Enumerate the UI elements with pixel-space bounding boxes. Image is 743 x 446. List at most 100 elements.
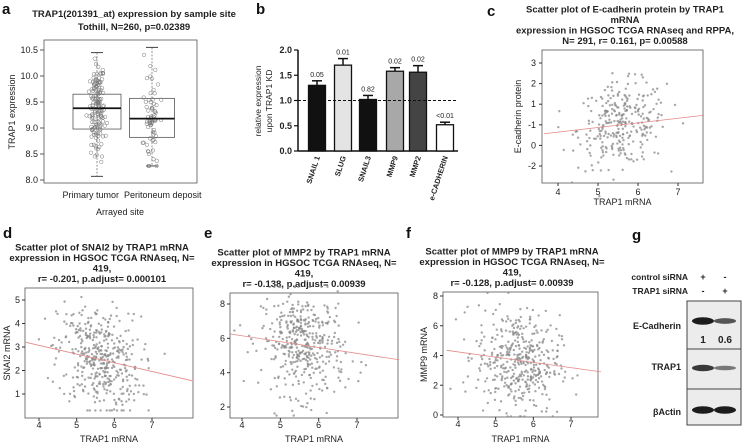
scatter-point	[598, 114, 601, 117]
scatter-point	[496, 355, 499, 358]
scatter-point	[519, 357, 522, 361]
panel-d-plot-frame	[24, 287, 194, 419]
ytick-label: 2	[433, 380, 438, 390]
xtick-label: 7	[149, 420, 154, 430]
scatter-point	[110, 358, 114, 361]
scatter-point	[288, 335, 291, 339]
scatter-point	[481, 409, 485, 412]
scatter-point	[281, 302, 285, 306]
scatter-point	[82, 352, 85, 356]
scatter-point	[630, 112, 634, 116]
scatter-point	[99, 366, 102, 370]
scatter-point	[599, 95, 603, 99]
scatter-point	[493, 374, 497, 377]
scatter-point	[106, 342, 110, 345]
scatter-point	[120, 400, 123, 403]
jitter-point	[99, 159, 104, 164]
scatter-point	[529, 379, 532, 382]
scatter-point	[117, 374, 120, 377]
scatter-point	[533, 348, 536, 352]
scatter-point	[556, 343, 560, 347]
scatter-point	[504, 377, 507, 380]
scatter-point	[265, 312, 268, 316]
scatter-point	[601, 145, 604, 148]
scatter-point	[121, 385, 124, 389]
panel-f-title-line3: r= -0.128, p.adjust= 0.00939	[450, 278, 573, 289]
scatter-point	[118, 368, 122, 371]
scatter-point	[113, 398, 116, 402]
jitter-point	[100, 70, 105, 75]
jitter-point	[149, 120, 154, 125]
scatter-point	[268, 285, 271, 289]
scatter-point	[606, 136, 609, 139]
xtick-label: 7	[568, 419, 573, 429]
scatter-point	[528, 398, 532, 402]
xtick-label: 7	[354, 420, 359, 430]
scatter-point	[264, 347, 267, 351]
scatter-point	[519, 397, 523, 400]
scatter-point	[493, 366, 496, 370]
scatter-point	[290, 362, 293, 366]
scatter-point	[76, 376, 80, 379]
scatter-point	[604, 130, 607, 133]
scatter-point	[261, 326, 264, 330]
scatter-point	[110, 339, 114, 342]
scatter-point	[502, 363, 505, 366]
scatter-point	[106, 371, 109, 374]
scatter-point	[81, 388, 85, 392]
scatter-point	[536, 373, 540, 377]
jitter-point	[91, 101, 96, 106]
scatter-point	[591, 168, 594, 172]
scatter-point	[315, 357, 318, 361]
scatter-point	[126, 347, 130, 351]
scatter-point	[302, 333, 306, 336]
scatter-point	[514, 319, 518, 322]
jitter-point	[91, 75, 96, 80]
scatter-point	[78, 322, 81, 325]
scatter-point	[130, 352, 134, 356]
scatter-point	[611, 142, 615, 146]
scatter-point	[88, 328, 92, 331]
scatter-point	[325, 411, 328, 415]
scatter-point	[522, 340, 526, 344]
scatter-point	[562, 148, 565, 152]
scatter-point	[643, 128, 646, 131]
scatter-point	[318, 326, 321, 329]
panel-b-barchart: 0.0 0.5 1.0 1.5 2.0 0.05 SNAIL 1 0.01 SLUG 0.82 SN…	[253, 45, 458, 202]
scatter-point	[519, 360, 522, 364]
scatter-point	[539, 358, 542, 362]
scatter-point	[463, 311, 466, 314]
scatter-point	[557, 334, 561, 337]
scatter-point	[308, 325, 312, 328]
scatter-point	[598, 195, 601, 198]
scatter-point	[586, 147, 589, 151]
scatter-point	[626, 82, 630, 86]
scatter-point	[570, 181, 574, 184]
scatter-point	[306, 309, 309, 312]
scatter-point	[134, 384, 137, 387]
scatter-point	[546, 365, 549, 368]
scatter-point	[76, 324, 79, 328]
scatter-point	[517, 378, 521, 381]
scatter-point	[544, 309, 547, 313]
scatter-point	[118, 341, 121, 344]
scatter-point	[124, 352, 128, 355]
scatter-point	[657, 112, 660, 116]
scatter-point	[624, 125, 627, 128]
scatter-point	[476, 378, 480, 381]
scatter-point	[306, 365, 310, 368]
scatter-point	[289, 314, 292, 318]
scatter-point	[626, 74, 630, 78]
scatter-point	[625, 117, 628, 120]
scatter-point	[646, 94, 649, 97]
scatter-point	[516, 361, 520, 364]
scatter-point	[91, 367, 95, 370]
scatter-point	[548, 375, 551, 379]
jitter-point	[98, 128, 103, 133]
scatter-point	[275, 385, 279, 388]
scatter-point	[600, 146, 603, 150]
scatter-point	[292, 307, 296, 310]
scatter-point	[303, 371, 306, 374]
scatter-point	[67, 340, 71, 344]
xtick-label: 5	[74, 420, 79, 430]
